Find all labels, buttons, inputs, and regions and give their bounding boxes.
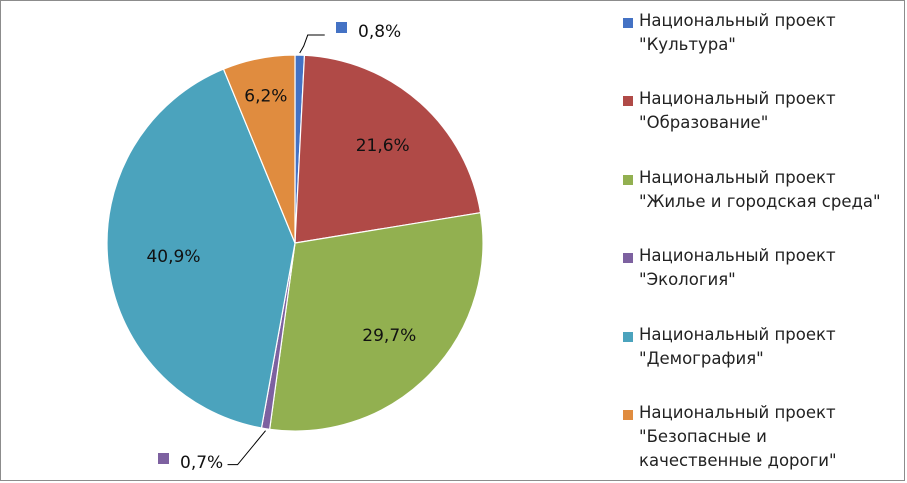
data-label-ekologiya: 0,7% [180,453,223,473]
legend-label: Национальный проект "Культура" [639,11,836,54]
data-label-kultura: 0,8% [358,22,401,42]
legend-swatch [623,253,633,264]
legend-label: Национальный проект "Жилье и городская с… [639,167,881,211]
leader-line-kultura [299,34,325,54]
legend-label: Национальный проект "Экология" [639,246,836,290]
data-label-demografiya: 40,9% [146,247,200,267]
leader-line-ekologiya [227,430,266,466]
data-label-dorogi: 6,2% [244,86,287,106]
data-label-obrazovanie: 21,6% [356,136,410,156]
legend-label: Национальный проект "Образование" [639,89,836,133]
pie-slice-dorogi [222,54,296,244]
legend-swatch [623,174,633,185]
legend-swatch [623,331,633,342]
legend-swatch [623,18,633,28]
legend-item-ekologiya: Национальный проект "Экология" [619,240,904,318]
label-key-ekologiya [158,453,169,464]
legend-swatch [623,409,633,420]
legend-item-kultura: Национальный проект "Культура" [619,5,904,83]
label-key-kultura [336,22,347,33]
legend-swatch [623,96,633,107]
legend-item-zhilye: Национальный проект "Жилье и городская с… [619,162,904,240]
legend-label: Национальный проект "Демография" [639,324,836,368]
legend: Национальный проект "Культура" Националь… [619,5,904,475]
pie-slice-zhilye [268,211,484,432]
legend-item-obrazovanie: Национальный проект "Образование" [619,83,904,161]
pie-slice-demografiya [106,68,296,429]
legend-item-demografiya: Национальный проект "Демография" [619,319,904,397]
legend-label: Национальный проект "Безопасные и качест… [639,402,837,470]
pie-slice-obrazovanie [294,54,482,244]
legend-item-dorogi: Национальный проект "Безопасные и качест… [619,397,904,475]
data-label-zhilye: 29,7% [362,326,416,346]
